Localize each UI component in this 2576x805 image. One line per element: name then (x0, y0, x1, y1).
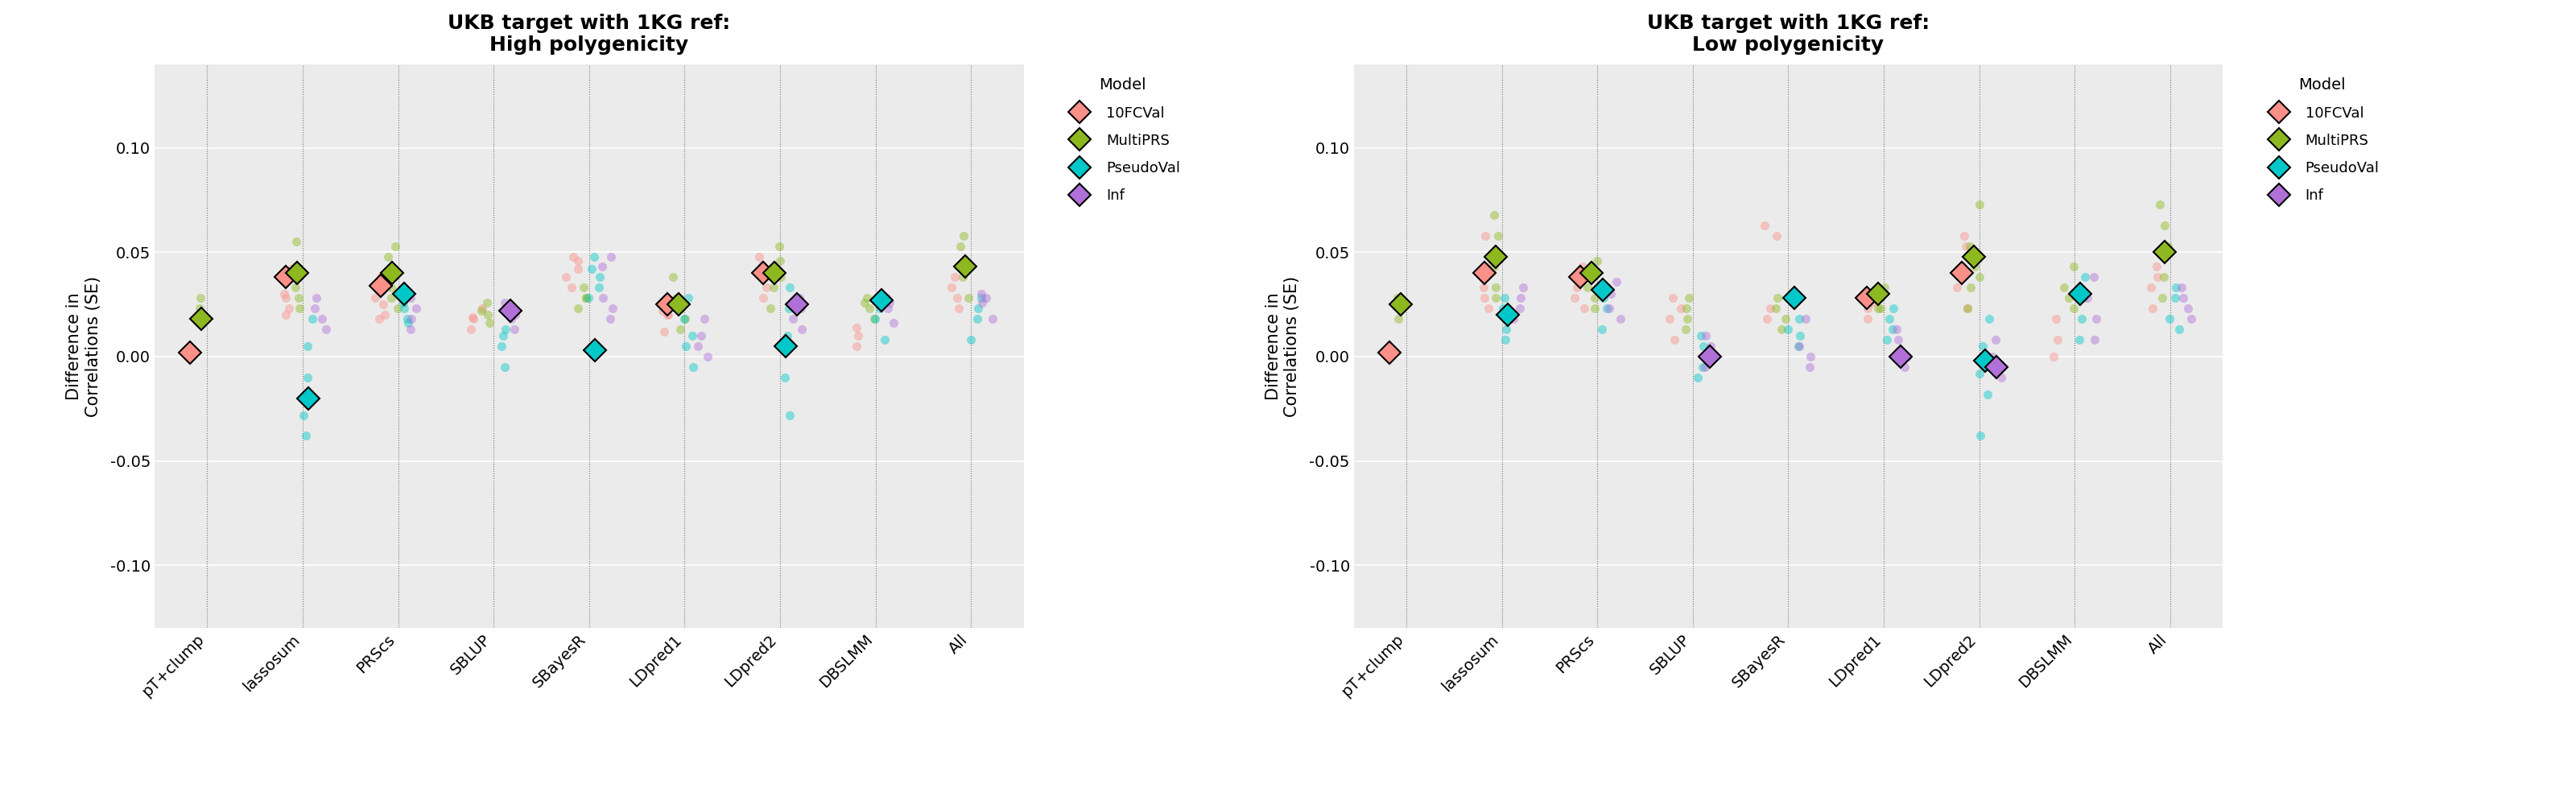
Title: UKB target with 1KG ref:
High polygenicity: UKB target with 1KG ref: High polygenici… (448, 14, 732, 55)
Title: UKB target with 1KG ref:
Low polygenicity: UKB target with 1KG ref: Low polygenicit… (1646, 14, 1929, 55)
Legend: 10FCVal, MultiPRS, PseudoVal, Inf: 10FCVal, MultiPRS, PseudoVal, Inf (2259, 72, 2385, 208)
Legend: 10FCVal, MultiPRS, PseudoVal, Inf: 10FCVal, MultiPRS, PseudoVal, Inf (1059, 72, 1185, 208)
Y-axis label: Difference in
Correlations (SE): Difference in Correlations (SE) (67, 275, 100, 417)
Y-axis label: Difference in
Correlations (SE): Difference in Correlations (SE) (1265, 275, 1301, 417)
